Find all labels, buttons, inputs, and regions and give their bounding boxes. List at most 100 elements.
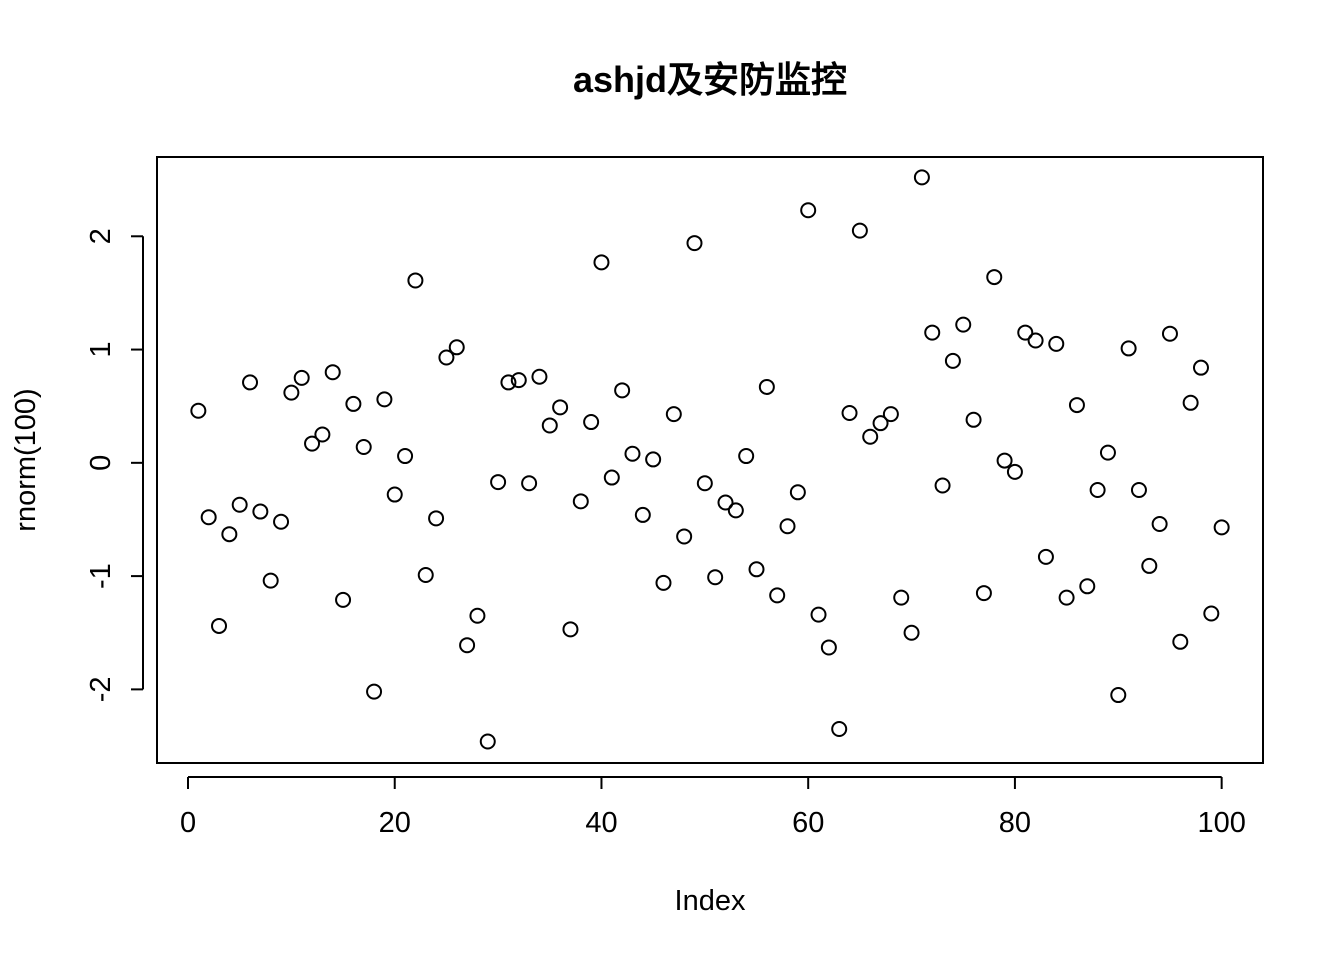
data-point [696, 475, 713, 492]
data-point [665, 406, 682, 423]
data-point [1037, 548, 1054, 565]
x-tick-label: 20 [379, 807, 411, 839]
data-point [324, 364, 341, 381]
data-point [521, 475, 538, 492]
data-point [686, 235, 703, 252]
data-point [934, 477, 951, 494]
data-point [882, 406, 899, 423]
data-point [1130, 482, 1147, 499]
data-point [975, 585, 992, 602]
y-axis-label: rnorm(100) [10, 388, 42, 531]
data-point [1099, 444, 1116, 461]
data-point [1213, 519, 1230, 536]
data-point [562, 621, 579, 638]
data-point [583, 414, 600, 431]
data-point [924, 324, 941, 341]
data-point [1058, 589, 1075, 606]
x-axis-label: Index [675, 885, 746, 917]
y-tick-label: 2 [85, 228, 117, 244]
data-points [190, 169, 1230, 750]
data-point [448, 339, 465, 356]
data-point [500, 374, 517, 391]
data-point [1203, 605, 1220, 622]
data-point [273, 513, 290, 530]
data-point [211, 617, 228, 634]
data-point [1161, 325, 1178, 342]
plot-frame [156, 156, 1264, 764]
data-point [200, 509, 217, 526]
data-point [603, 469, 620, 486]
data-point [893, 589, 910, 606]
data-point [862, 428, 879, 445]
data-point [386, 486, 403, 503]
data-point [1172, 633, 1189, 650]
data-point [1068, 397, 1085, 414]
data-point [593, 254, 610, 271]
chart-title: ashjd及安防监控 [573, 59, 847, 100]
data-point [841, 404, 858, 421]
data-point [831, 721, 848, 738]
data-point [820, 639, 837, 656]
y-tick-label: 0 [85, 455, 117, 471]
data-point [810, 606, 827, 623]
data-point [314, 426, 331, 443]
data-point [758, 378, 775, 395]
x-tick-label: 60 [792, 807, 824, 839]
y-tick-label: 1 [85, 341, 117, 357]
data-point [283, 384, 300, 401]
data-point [996, 452, 1013, 469]
data-point [438, 349, 455, 366]
data-point [655, 574, 672, 591]
data-point [428, 510, 445, 527]
data-point [366, 683, 383, 700]
data-point [304, 435, 321, 452]
data-point [1027, 332, 1044, 349]
data-point [1120, 340, 1137, 357]
y-axis: -2 -1 0 1 2 [85, 228, 144, 702]
data-point [490, 474, 507, 491]
data-point [1017, 324, 1034, 341]
data-point [335, 591, 352, 608]
data-point [748, 561, 765, 578]
x-tick-label: 0 [180, 807, 196, 839]
data-point [1182, 394, 1199, 411]
data-point [510, 372, 527, 389]
x-tick-label: 80 [999, 807, 1031, 839]
data-point [479, 733, 496, 750]
y-tick-label: -1 [85, 563, 117, 589]
data-point [1048, 335, 1065, 352]
data-point [1192, 359, 1209, 376]
data-point [645, 451, 662, 468]
data-point [376, 391, 393, 408]
data-point [913, 169, 930, 186]
data-point [469, 607, 486, 624]
data-point [789, 484, 806, 501]
data-point [572, 493, 589, 510]
data-point [355, 438, 372, 455]
data-point [459, 637, 476, 654]
data-point [717, 494, 734, 511]
data-point [541, 417, 558, 434]
data-point [800, 202, 817, 219]
data-point [872, 415, 889, 432]
data-point [727, 502, 744, 519]
data-point [531, 368, 548, 385]
data-point [242, 374, 259, 391]
data-point [738, 448, 755, 465]
data-point [707, 569, 724, 586]
x-tick-label: 100 [1197, 807, 1245, 839]
data-point [1110, 687, 1127, 704]
data-point [345, 395, 362, 412]
data-point [955, 316, 972, 333]
data-point [397, 448, 414, 465]
data-point [252, 503, 269, 520]
data-point [552, 399, 569, 416]
data-point [965, 411, 982, 428]
data-point [262, 572, 279, 589]
x-tick-label: 40 [585, 807, 617, 839]
data-point [986, 269, 1003, 286]
x-axis: 0 20 40 60 80 100 [180, 776, 1246, 839]
data-point [624, 445, 641, 462]
data-point [614, 382, 631, 399]
